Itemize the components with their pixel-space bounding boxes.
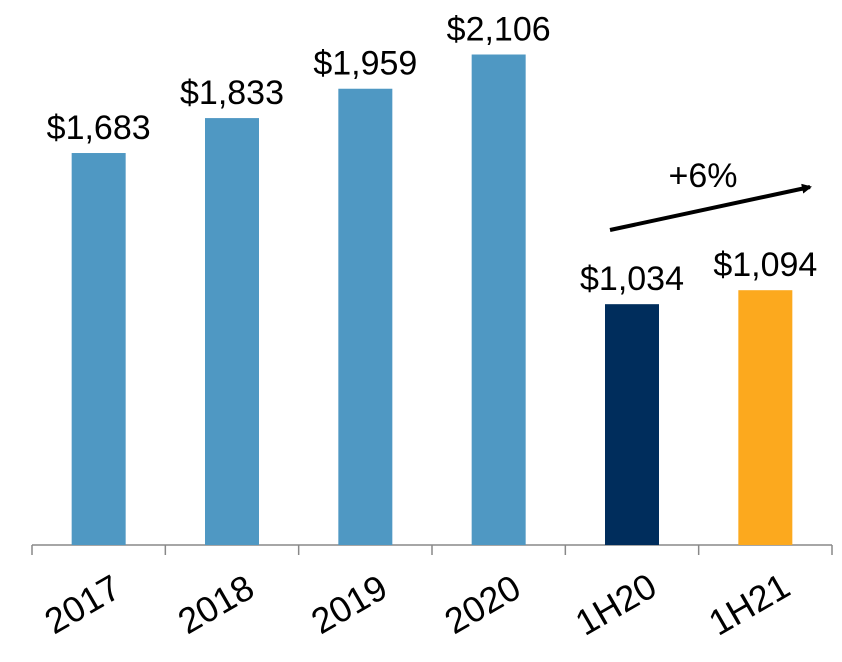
- value-label: $2,106: [447, 11, 551, 49]
- x-tick-label: 1H21: [702, 565, 797, 644]
- x-tick-label: 2020: [437, 566, 527, 642]
- bar: [738, 290, 793, 545]
- bar: [71, 153, 126, 545]
- bar: [338, 88, 393, 545]
- value-label: $1,034: [580, 260, 684, 298]
- value-label: $1,959: [313, 45, 417, 83]
- value-label: $1,833: [180, 74, 284, 112]
- value-label: $1,683: [47, 109, 151, 147]
- trend-arrow: [609, 183, 812, 232]
- bar: [605, 304, 659, 545]
- bar: [205, 118, 259, 545]
- value-label: $1,094: [713, 246, 817, 284]
- bar: [471, 54, 526, 545]
- x-tick-label: 1H20: [568, 565, 663, 644]
- x-tick-label: 2017: [37, 566, 127, 642]
- annotation: +6%: [669, 157, 738, 195]
- x-tick-label: 2018: [171, 566, 261, 642]
- x-tick-label: 2019: [304, 566, 394, 642]
